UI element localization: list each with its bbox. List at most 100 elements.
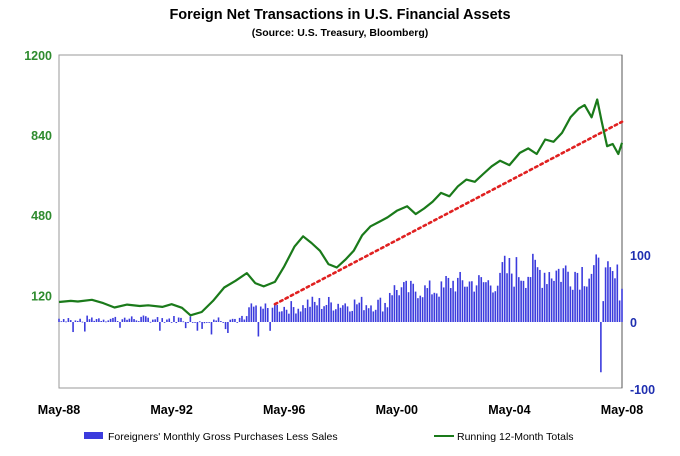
bar — [471, 281, 473, 322]
bar — [569, 286, 572, 322]
bar — [346, 306, 349, 322]
bar — [76, 320, 79, 322]
bar — [356, 304, 358, 322]
bar — [574, 271, 576, 322]
bar — [527, 276, 529, 322]
bar — [144, 316, 147, 322]
bar — [215, 320, 217, 322]
bar — [517, 277, 520, 322]
bar — [550, 278, 553, 322]
bar — [147, 317, 149, 322]
bar — [508, 258, 511, 322]
bar — [342, 305, 344, 322]
bar — [424, 285, 426, 322]
right-axis-tick-label: 0 — [630, 316, 637, 330]
bar — [288, 313, 290, 322]
bar — [116, 321, 119, 322]
bar — [428, 280, 431, 322]
bar — [236, 322, 239, 323]
bar — [618, 300, 621, 322]
bar — [419, 295, 422, 322]
bar — [264, 303, 267, 322]
bar — [292, 307, 295, 322]
bar — [102, 319, 105, 322]
bar — [381, 311, 384, 322]
bar — [595, 254, 597, 322]
bar — [339, 307, 342, 322]
bar — [316, 305, 318, 322]
bar — [621, 288, 623, 322]
bar — [65, 321, 67, 323]
bar — [217, 317, 220, 322]
bar — [614, 278, 616, 322]
bar — [198, 321, 201, 323]
bar — [252, 306, 255, 322]
bar — [557, 268, 560, 322]
bar — [588, 278, 590, 322]
bar — [205, 322, 208, 323]
bar — [119, 322, 121, 328]
bar — [564, 265, 567, 322]
x-axis-tick-label: May-88 — [38, 403, 80, 417]
bar — [417, 298, 419, 322]
bar — [255, 305, 257, 322]
bar — [344, 303, 346, 322]
bar — [487, 280, 490, 322]
bar — [58, 318, 60, 322]
bar — [257, 322, 260, 337]
bar — [98, 318, 100, 322]
bar — [353, 299, 356, 322]
bar — [281, 311, 283, 322]
bar — [492, 292, 494, 322]
bar — [304, 308, 307, 322]
bar — [194, 322, 196, 323]
bar — [313, 301, 316, 322]
bar — [112, 317, 114, 322]
bar — [126, 319, 128, 322]
x-axis-tick-label: May-96 — [263, 403, 305, 417]
bar — [163, 322, 166, 323]
trend-line — [273, 120, 624, 306]
bar — [173, 316, 175, 322]
legend-line-label: Running 12-Month Totals — [457, 431, 574, 443]
bar — [438, 296, 440, 322]
bar — [367, 308, 370, 322]
bar — [337, 303, 339, 322]
bar — [431, 294, 433, 322]
bar — [213, 319, 215, 322]
left-axis-tick-label: 840 — [31, 129, 52, 143]
bar — [86, 315, 88, 322]
bar — [510, 273, 513, 322]
bar — [388, 292, 391, 322]
bar — [379, 297, 382, 322]
bar — [154, 319, 156, 322]
bar — [128, 318, 131, 322]
bar — [161, 318, 164, 322]
bar — [325, 304, 328, 322]
bar — [295, 313, 297, 322]
bar — [482, 282, 485, 322]
bar — [494, 291, 497, 322]
bar — [320, 308, 323, 322]
bar — [447, 277, 450, 322]
bar — [332, 310, 335, 322]
bar — [309, 306, 311, 322]
bar — [435, 293, 438, 322]
bar — [478, 275, 480, 322]
bar — [60, 321, 63, 323]
bar — [335, 309, 337, 322]
bar — [506, 273, 508, 322]
bar — [81, 321, 84, 323]
bar — [597, 257, 600, 322]
left-axis-tick-label: 1200 — [24, 49, 52, 63]
bar — [114, 316, 117, 322]
bar — [593, 265, 595, 322]
bar — [269, 322, 271, 331]
bar — [374, 309, 377, 322]
running-total-line — [58, 98, 624, 317]
bar — [384, 302, 386, 322]
bar — [69, 320, 72, 322]
bar — [412, 283, 415, 322]
bar — [553, 280, 555, 322]
